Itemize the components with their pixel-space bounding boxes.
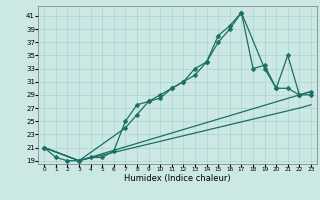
- X-axis label: Humidex (Indice chaleur): Humidex (Indice chaleur): [124, 174, 231, 183]
